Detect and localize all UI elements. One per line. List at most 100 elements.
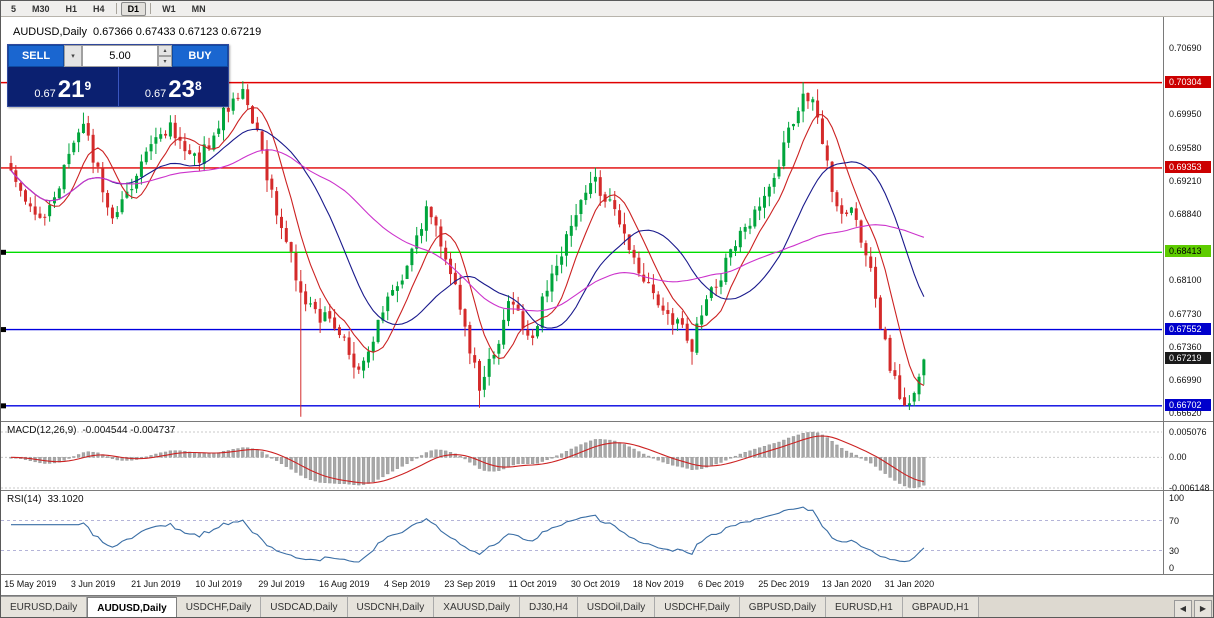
chart-symbol-label: AUDUSD,Daily [13, 26, 87, 38]
volume-up-icon[interactable]: ▴ [158, 45, 172, 56]
date-tick-label: 16 Aug 2019 [318, 579, 370, 589]
chart-tab-usdcad-daily[interactable]: USDCAD,Daily [261, 597, 348, 617]
price-axis: 0.70690 0.69950 0.69580 0.69210 0.68840 0.681… [1163, 17, 1213, 421]
rsi-axis: 100 70 30 0 [1163, 491, 1213, 574]
price-tick-label: 0.67360 [1169, 341, 1202, 352]
toolbar-separator [115, 3, 117, 14]
macd-label: MACD(12,26,9) -0.004544 -0.004737 [7, 425, 176, 436]
date-tick-label: 13 Jan 2020 [821, 579, 872, 589]
chart-tab-dj30-h4[interactable]: DJ30,H4 [519, 597, 578, 617]
timeframe-button-w1[interactable]: W1 [162, 3, 176, 14]
sell-button[interactable]: SELL [8, 45, 64, 67]
chart-tab-gbpusd-daily[interactable]: GBPUSD,Daily [739, 597, 827, 617]
level-price-label: 0.66702 [1165, 398, 1211, 411]
date-tick-label: 31 Jan 2020 [884, 579, 935, 589]
tab-scroll-left-icon[interactable]: ◀ [1174, 599, 1192, 617]
timeframe-button-5[interactable]: 5 [11, 3, 17, 14]
level-price-label: 0.70304 [1165, 75, 1211, 88]
macd-tick-label: 0.005076 [1169, 427, 1207, 437]
sell-price-prefix: 0.67 [34, 88, 56, 100]
volume-dropdown-icon[interactable]: ▾ [64, 45, 82, 67]
chart-tab-eurusd-daily[interactable]: EURUSD,Daily [1, 597, 88, 617]
macd-histogram [9, 431, 926, 489]
price-chart-pane[interactable]: AUDUSD,Daily 0.67366 0.67433 0.67123 0.67… [1, 17, 1213, 422]
rsi-tick-label: 100 [1169, 493, 1185, 503]
price-tick-label: 0.66990 [1169, 375, 1202, 385]
date-tick-label: 21 Jun 2019 [131, 579, 181, 589]
price-tick-label: 0.67730 [1169, 308, 1202, 319]
timeframe-button-h1[interactable]: H1 [65, 3, 78, 14]
date-tick-label: 10 Jul 2019 [195, 579, 242, 589]
date-tick-label: 4 Sep 2019 [384, 579, 431, 589]
rsi-label: RSI(14) 33.1020 [7, 494, 84, 505]
chart-tabs: EURUSD,Daily AUDUSD,Daily USDCHF,Daily USDC… [1, 597, 1171, 617]
timeframe-button-m30[interactable]: M30 [32, 3, 50, 14]
date-tick-label: 25 Dec 2019 [758, 579, 810, 589]
rsi-guides [1, 520, 1162, 551]
macd-guides [1, 431, 1162, 489]
macd-values: -0.004544 -0.004737 [82, 425, 176, 436]
macd-signal-line [10, 435, 925, 484]
level-price-label: 0.69353 [1165, 160, 1211, 173]
date-tick-label: 29 Jul 2019 [258, 579, 305, 589]
tab-scroll-controls: ◀ ▶ [1171, 597, 1213, 617]
price-tick-label: 0.68840 [1169, 209, 1202, 219]
buy-price-prefix: 0.67 [144, 88, 167, 100]
date-axis: 15 May 2019 3 Jun 2019 21 Jun 2019 10 Jul 2… [1, 575, 1213, 596]
rsi-chart [1, 506, 1162, 563]
rsi-tick-label: 70 [1169, 515, 1180, 526]
macd-tick-label: -0.006148 [1169, 483, 1210, 493]
date-tick-label: 18 Nov 2019 [632, 579, 684, 589]
chart-tab-xauusd-daily[interactable]: XAUUSD,Daily [434, 597, 520, 617]
rsi-line [11, 506, 925, 563]
chart-tab-eurusd-h1[interactable]: EURUSD,H1 [826, 597, 903, 617]
buy-button[interactable]: BUY [172, 45, 228, 67]
date-tick-label: 11 Oct 2019 [508, 579, 557, 589]
rsi-value: 33.1020 [47, 494, 84, 505]
timeframe-button-d1[interactable]: D1 [120, 1, 147, 16]
macd-chart [1, 431, 1162, 489]
chart-tab-bar: EURUSD,Daily AUDUSD,Daily USDCHF,Daily USDC… [1, 596, 1213, 617]
tab-scroll-right-icon[interactable]: ▶ [1194, 599, 1212, 617]
date-tick-label: 6 Dec 2019 [697, 579, 745, 589]
chart-tab-gbpaud-h1[interactable]: GBPAUD,H1 [902, 597, 979, 617]
level-lines-layer [1, 81, 1162, 409]
buy-price-big: 23 [168, 76, 195, 103]
sell-price-big: 21 [57, 76, 85, 103]
rsi-indicator-pane[interactable]: RSI(14) 33.1020 100 70 30 0 [1, 491, 1213, 575]
macd-indicator-pane[interactable]: MACD(12,26,9) -0.004544 -0.004737 0.00507… [1, 422, 1213, 493]
price-tick-label: 0.69950 [1169, 109, 1202, 120]
volume-down-icon[interactable]: ▾ [158, 56, 172, 67]
current-price-label: 0.67219 [1165, 352, 1211, 365]
buy-price-pip: 8 [194, 79, 202, 93]
date-tick-label: 3 Jun 2019 [70, 579, 116, 589]
chart-tab-usdchf-daily[interactable]: USDCHF,Daily [655, 597, 740, 617]
timeframe-button-mn[interactable]: MN [191, 3, 206, 14]
price-tick-label: 0.70690 [1169, 43, 1202, 53]
volume-input[interactable] [82, 45, 158, 67]
timeframe-toolbar: 5 M30 H1 H4 D1 W1 MN [1, 1, 1213, 17]
rsi-tick-label: 30 [1169, 545, 1180, 556]
candles-layer [9, 81, 926, 417]
buy-price[interactable]: 0.67 23 8 [119, 67, 229, 106]
chart-tab-audusd-daily[interactable]: AUDUSD,Daily [87, 597, 177, 617]
sell-price[interactable]: 0.67 21 9 [8, 67, 119, 106]
macd-tick-label: 0.00 [1169, 452, 1187, 463]
date-tick-label: 30 Oct 2019 [570, 579, 620, 589]
chart-title: AUDUSD,Daily 0.67366 0.67433 0.67123 0.67… [13, 26, 261, 38]
price-tick-label: 0.68100 [1169, 275, 1202, 286]
price-tick-label: 0.66620 [1169, 408, 1202, 419]
chart-tab-usdoil-daily[interactable]: USDOil,Daily [577, 597, 656, 617]
chart-tab-usdchf-daily[interactable]: USDCHF,Daily [176, 597, 262, 617]
date-tick-label: 23 Sep 2019 [444, 579, 496, 589]
toolbar-separator [150, 3, 152, 14]
volume-stepper[interactable]: ▴ ▾ [158, 45, 172, 67]
level-price-label: 0.67552 [1165, 322, 1211, 335]
chart-tab-usdcnh-daily[interactable]: USDCNH,Daily [347, 597, 435, 617]
candlestick-chart[interactable] [1, 17, 1163, 421]
moving-averages-layer [10, 107, 925, 386]
timeframe-button-h4[interactable]: H4 [93, 3, 105, 14]
price-tick-label: 0.69580 [1169, 142, 1202, 153]
macd-axis: 0.005076 0.00 -0.006148 [1163, 422, 1213, 493]
